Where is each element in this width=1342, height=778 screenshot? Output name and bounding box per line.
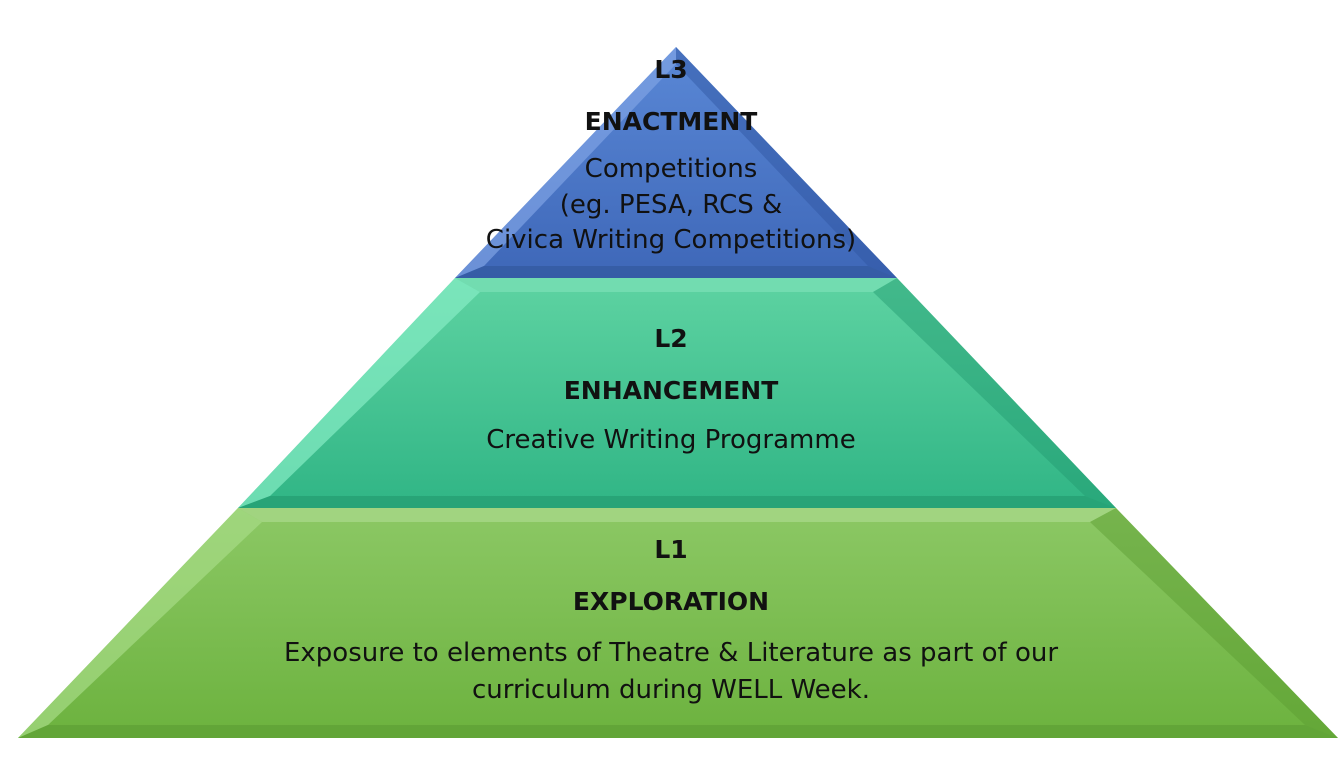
pyramid-layer-l2 bbox=[238, 278, 1116, 508]
description-line: Exposure to elements of Theatre & Litera… bbox=[283, 638, 1059, 668]
description-line: curriculum during WELL Week. bbox=[472, 675, 870, 705]
description-line: Creative Writing Programme bbox=[486, 425, 856, 455]
level-description-l2: Creative Writing Programme bbox=[0, 422, 1342, 459]
level-id-l1: L1 bbox=[654, 535, 688, 564]
description-line: (eg. PESA, RCS & bbox=[559, 190, 783, 220]
layer-l1-text: L1 EXPLORATION Exposure to elements of T… bbox=[0, 535, 1342, 709]
level-description-l1: Exposure to elements of Theatre & Litera… bbox=[0, 635, 1342, 709]
level-id-l3: L3 bbox=[654, 55, 688, 84]
level-name-enhancement: ENHANCEMENT bbox=[563, 376, 779, 405]
pyramid-layer-l1 bbox=[18, 508, 1338, 738]
layer-l2-text: L2 ENHANCEMENT Creative Writing Programm… bbox=[0, 324, 1342, 459]
level-description-l3: Competitions (eg. PESA, RCS & Civica Wri… bbox=[0, 151, 1342, 259]
description-line: Civica Writing Competitions) bbox=[485, 225, 857, 255]
level-name-enactment: ENACTMENT bbox=[584, 107, 758, 136]
level-name-exploration: EXPLORATION bbox=[572, 587, 770, 616]
level-id-l2: L2 bbox=[654, 324, 688, 353]
pyramid-layer-l3 bbox=[455, 47, 897, 278]
description-line: Competitions bbox=[584, 154, 758, 184]
layer-l3-text: L3 ENACTMENT Competitions (eg. PESA, RCS… bbox=[0, 55, 1342, 259]
